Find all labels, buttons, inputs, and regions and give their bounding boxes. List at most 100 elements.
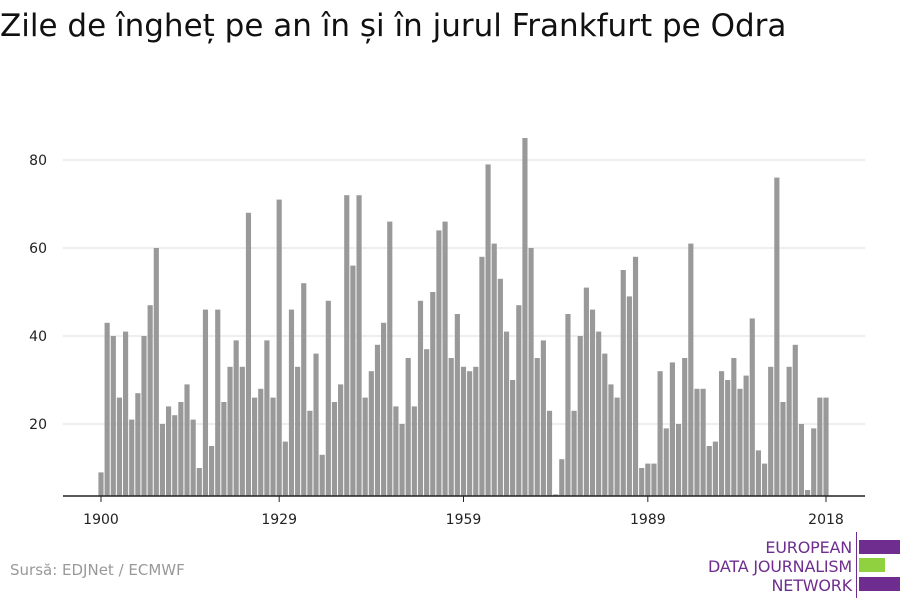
bar-1913 (178, 402, 184, 496)
bar-1903 (116, 397, 123, 496)
bar-1964 (491, 243, 497, 496)
bar-1935 (313, 353, 319, 496)
bar-1909 (153, 248, 159, 496)
bar-1919 (215, 309, 221, 496)
bar-1942 (356, 195, 362, 496)
bar-1939 (338, 384, 344, 496)
bar-2002 (725, 380, 731, 496)
bar-1996 (688, 243, 694, 496)
bar-2008 (761, 463, 768, 496)
bar-2007 (755, 450, 761, 496)
bar-1999 (706, 446, 712, 496)
chart-title: Zile de îngheț pe an în și în jurul Fran… (0, 8, 787, 44)
bar-1985 (620, 270, 626, 496)
bar-1938 (331, 402, 338, 496)
bar-1922 (233, 340, 239, 496)
axes: 20 40 60 80 1900 1929 1959 1989 2018 (29, 153, 865, 528)
bar-2004 (737, 388, 743, 496)
bar-1920 (221, 402, 227, 496)
bar-1977 (571, 410, 577, 496)
bar-1924 (245, 212, 252, 497)
bar-1930 (282, 441, 288, 496)
bar-1914 (184, 384, 190, 496)
bar-1907 (141, 336, 147, 496)
bar-2005 (743, 375, 749, 496)
bar-2012 (786, 366, 792, 496)
bar-2017 (817, 397, 823, 496)
bar-1943 (362, 397, 368, 496)
bar-1926 (258, 388, 264, 496)
bar-1982 (602, 353, 608, 496)
bar-1976 (565, 314, 571, 496)
bar-1948 (393, 406, 399, 496)
bar-1934 (307, 410, 313, 496)
bar-1992 (663, 428, 669, 496)
bar-1958 (454, 314, 460, 496)
bar-1998 (700, 388, 706, 496)
bar-1953 (424, 349, 430, 496)
bar-1971 (534, 358, 540, 496)
bar-1915 (190, 419, 196, 496)
bar-1994 (675, 424, 682, 496)
bar-1954 (430, 292, 436, 496)
bar-1973 (546, 410, 553, 496)
bar-1946 (381, 322, 387, 496)
bar-1987 (632, 256, 639, 496)
bar-1965 (497, 278, 503, 496)
bar-2003 (731, 358, 737, 496)
bar-1947 (387, 221, 393, 496)
bar-1916 (196, 468, 202, 496)
bar-1921 (227, 366, 233, 496)
bar-1904 (123, 331, 129, 496)
bar-1910 (159, 424, 166, 496)
bar-1967 (510, 380, 516, 496)
bar-2011 (780, 402, 786, 496)
bar-1928 (270, 397, 276, 496)
bar-1952 (417, 300, 424, 496)
bar-1993 (669, 362, 675, 496)
source-credit: Sursă: EDJNet / ECMWF (10, 561, 185, 579)
bar-1917 (202, 309, 209, 496)
bar-1968 (516, 305, 522, 496)
bar-1941 (350, 265, 356, 496)
bar-2006 (749, 318, 755, 496)
bar-1988 (639, 468, 645, 496)
bar-1945 (374, 344, 381, 496)
y-tick-label: 80 (29, 153, 47, 169)
bar-2018 (823, 397, 829, 496)
x-tick-label: 1989 (630, 512, 666, 528)
bar-1970 (528, 248, 534, 496)
bar-1974 (553, 494, 559, 496)
bar-1981 (596, 331, 602, 496)
bar-1960 (467, 371, 473, 496)
bar-1963 (485, 164, 491, 496)
bar-2016 (811, 428, 817, 496)
bar-1972 (540, 340, 546, 496)
bar-1995 (682, 358, 688, 496)
x-tick-label: 1900 (83, 512, 119, 528)
x-tick-label: 1959 (446, 512, 482, 528)
bar-1949 (399, 424, 405, 496)
x-tick-label: 1929 (261, 512, 297, 528)
bar-1906 (135, 393, 141, 496)
bar-1911 (166, 406, 172, 496)
bar-1979 (583, 287, 589, 496)
bar-1927 (264, 340, 270, 496)
bar-2010 (774, 177, 780, 496)
bar-1950 (405, 358, 411, 496)
bar-1902 (110, 336, 116, 496)
bar-1991 (657, 371, 663, 496)
bar-1956 (442, 221, 448, 496)
bar-1937 (325, 300, 331, 496)
bar-1901 (104, 322, 110, 496)
bar-1990 (651, 463, 657, 496)
bar-1997 (694, 388, 700, 496)
bars (98, 138, 829, 497)
bar-1978 (577, 336, 583, 496)
bar-2000 (712, 441, 718, 496)
bar-1975 (559, 459, 565, 496)
bar-1908 (147, 305, 153, 496)
bar-1940 (344, 195, 350, 496)
bar-2015 (804, 490, 811, 496)
